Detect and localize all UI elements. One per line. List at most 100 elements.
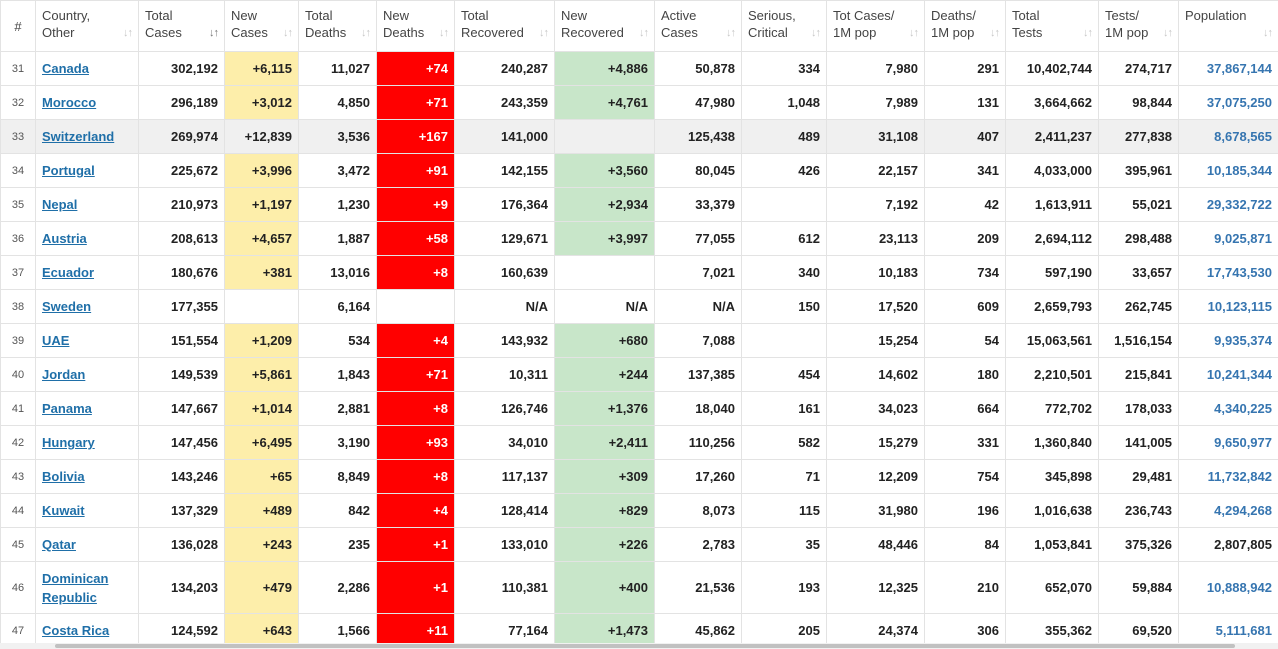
column-header-total-deaths[interactable]: Total Deaths ↓↑ xyxy=(298,0,377,52)
column-header-label: New xyxy=(383,8,410,23)
sort-icon[interactable]: ↓↑ xyxy=(811,27,821,39)
cell-total-tests: 652,070 xyxy=(1005,561,1099,614)
country-link[interactable]: Panama xyxy=(42,401,92,416)
cell-active-cases: 33,379 xyxy=(654,187,742,222)
cell-total-tests: 1,360,840 xyxy=(1005,425,1099,460)
cell-total-recovered: 141,000 xyxy=(454,119,555,154)
cell-new-deaths: +8 xyxy=(376,255,455,290)
sort-icon[interactable]: ↓↑ xyxy=(1263,27,1273,39)
country-link[interactable]: Nepal xyxy=(42,197,78,212)
country-link[interactable]: Portugal xyxy=(42,163,95,178)
cell-active-cases: N/A xyxy=(654,289,742,324)
cell-tests-per-1m: 395,961 xyxy=(1098,153,1179,188)
column-header-total-tests[interactable]: Total Tests ↓↑ xyxy=(1005,0,1099,52)
column-header-deaths-per-1m[interactable]: Deaths/1M pop ↓↑ xyxy=(924,0,1006,52)
column-header-new-deaths[interactable]: New Deaths ↓↑ xyxy=(376,0,455,52)
cell-new-cases: +12,839 xyxy=(224,119,299,154)
horizontal-scrollbar[interactable] xyxy=(0,643,1278,649)
cell-cases-per-1m: 15,279 xyxy=(826,425,925,460)
sort-icon[interactable]: ↓↑ xyxy=(209,27,219,39)
column-header-new-cases[interactable]: New Cases ↓↑ xyxy=(224,0,299,52)
column-header-label: Serious, xyxy=(748,8,796,23)
sort-icon[interactable]: ↓↑ xyxy=(1083,27,1093,39)
table-row: 31 Canada 302,192 +6,115 11,027 +74 240,287 +4,… xyxy=(0,51,1278,86)
table-row: 35 Nepal 210,973 +1,197 1,230 +9 176,364 +2,934… xyxy=(0,187,1278,222)
column-header-country[interactable]: Country, Other ↓↑ xyxy=(35,0,139,52)
sort-icon[interactable]: ↓↑ xyxy=(726,27,736,39)
sort-icon[interactable]: ↓↑ xyxy=(990,27,1000,39)
sort-icon[interactable]: ↓↑ xyxy=(283,27,293,39)
table-row: 41 Panama 147,667 +1,014 2,881 +8 126,746 +1,37… xyxy=(0,391,1278,426)
cell-new-recovered: +309 xyxy=(554,459,655,494)
sort-icon[interactable]: ↓↑ xyxy=(439,27,449,39)
table-row: 32 Morocco 296,189 +3,012 4,850 +71 243,359 +4,… xyxy=(0,85,1278,120)
column-header-idx[interactable]: # xyxy=(0,0,36,52)
cell-tests-per-1m: 29,481 xyxy=(1098,459,1179,494)
cell-total-tests: 345,898 xyxy=(1005,459,1099,494)
cell-total-deaths: 2,881 xyxy=(298,391,377,426)
column-header-population[interactable]: Population ↓↑ xyxy=(1178,0,1278,52)
column-header-active-cases[interactable]: Active Cases ↓↑ xyxy=(654,0,742,52)
cell-country: Costa Rica xyxy=(35,613,139,648)
cell-population: 9,650,977 xyxy=(1178,425,1278,460)
country-link[interactable]: Dominican Republic xyxy=(42,570,109,605)
cell-population: 9,935,374 xyxy=(1178,323,1278,358)
country-link[interactable]: Switzerland xyxy=(42,129,115,144)
country-link[interactable]: Morocco xyxy=(42,95,97,110)
cell-new-cases: +479 xyxy=(224,561,299,614)
scrollbar-thumb[interactable] xyxy=(55,644,1235,648)
cell-population: 17,743,530 xyxy=(1178,255,1278,290)
cell-serious: 115 xyxy=(741,493,827,528)
column-header-new-recovered[interactable]: New Recovered ↓↑ xyxy=(554,0,655,52)
cell-country: Morocco xyxy=(35,85,139,120)
cell-total-cases: 225,672 xyxy=(138,153,225,188)
cell-total-tests: 2,411,237 xyxy=(1005,119,1099,154)
cell-total-recovered: 176,364 xyxy=(454,187,555,222)
country-link[interactable]: Ecuador xyxy=(42,265,95,280)
cell-tests-per-1m: 236,743 xyxy=(1098,493,1179,528)
column-header-total-cases[interactable]: Total Cases ↓↑ xyxy=(138,0,225,52)
sort-icon[interactable]: ↓↑ xyxy=(909,27,919,39)
column-header-total-recovered[interactable]: Total Recovered ↓↑ xyxy=(454,0,555,52)
country-link[interactable]: Hungary xyxy=(42,435,95,450)
cell-total-tests: 597,190 xyxy=(1005,255,1099,290)
cell-active-cases: 45,862 xyxy=(654,613,742,648)
column-header-cases-per-1m[interactable]: Tot Cases/1M pop ↓↑ xyxy=(826,0,925,52)
country-link[interactable]: Costa Rica xyxy=(42,623,110,638)
sort-icon[interactable]: ↓↑ xyxy=(361,27,371,39)
column-header-tests-per-1m[interactable]: Tests/1M pop ↓↑ xyxy=(1098,0,1179,52)
country-link[interactable]: Canada xyxy=(42,61,89,76)
column-header-label: New xyxy=(231,8,258,23)
country-link[interactable]: Jordan xyxy=(42,367,86,382)
cell-total-cases: 177,355 xyxy=(138,289,225,324)
cell-population: 11,732,842 xyxy=(1178,459,1278,494)
column-header-serious[interactable]: Serious, Critical ↓↑ xyxy=(741,0,827,52)
cell-serious: 612 xyxy=(741,221,827,256)
country-link[interactable]: Kuwait xyxy=(42,503,85,518)
cell-cases-per-1m: 34,023 xyxy=(826,391,925,426)
cell-new-cases: +1,014 xyxy=(224,391,299,426)
country-link[interactable]: Austria xyxy=(42,231,87,246)
sort-icon[interactable]: ↓↑ xyxy=(539,27,549,39)
cell-idx: 31 xyxy=(0,51,36,86)
country-link[interactable]: Sweden xyxy=(42,299,92,314)
sort-icon[interactable]: ↓↑ xyxy=(639,27,649,39)
cell-serious: 340 xyxy=(741,255,827,290)
country-link[interactable]: Bolivia xyxy=(42,469,85,484)
cell-deaths-per-1m: 291 xyxy=(924,51,1006,86)
cell-total-tests: 1,053,841 xyxy=(1005,527,1099,562)
column-header-label: Total xyxy=(461,8,489,23)
cell-country: Hungary xyxy=(35,425,139,460)
cell-idx: 39 xyxy=(0,323,36,358)
cell-tests-per-1m: 141,005 xyxy=(1098,425,1179,460)
cell-total-tests: 4,033,000 xyxy=(1005,153,1099,188)
cell-country: Sweden xyxy=(35,289,139,324)
sort-icon[interactable]: ↓↑ xyxy=(123,27,133,39)
cell-total-cases: 136,028 xyxy=(138,527,225,562)
column-header-label: Critical xyxy=(748,25,788,40)
country-link[interactable]: Qatar xyxy=(42,537,76,552)
table-body: 31 Canada 302,192 +6,115 11,027 +74 240,287 +4,… xyxy=(0,51,1278,648)
cell-serious: 35 xyxy=(741,527,827,562)
sort-icon[interactable]: ↓↑ xyxy=(1163,27,1173,39)
country-link[interactable]: UAE xyxy=(42,333,70,348)
